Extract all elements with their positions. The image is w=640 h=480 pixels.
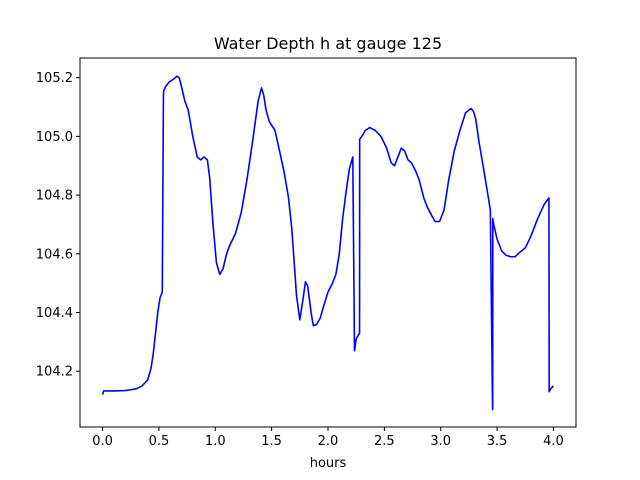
x-tick-label: 2.5 [374, 434, 395, 449]
y-tick-label: 105.0 [36, 130, 73, 145]
x-tick-label: 1.5 [261, 434, 282, 449]
y-tick-label: 105.2 [36, 71, 73, 86]
x-tick-label: 1.0 [205, 434, 226, 449]
y-tick-label: 104.4 [36, 306, 73, 321]
x-tick-label: 0.0 [92, 434, 113, 449]
x-axis-ticks: 0.0 0.5 1.0 1.5 2.0 2.5 3.0 3.5 4.0 [92, 427, 564, 449]
x-tick-label: 0.5 [149, 434, 170, 449]
x-axis-label: hours [310, 456, 347, 471]
x-tick-label: 3.5 [487, 434, 508, 449]
chart-title: Water Depth h at gauge 125 [214, 34, 442, 53]
x-tick-label: 3.0 [430, 434, 451, 449]
y-tick-label: 104.6 [36, 247, 73, 262]
y-axis-ticks: 104.2 104.4 104.6 104.8 105.0 105.2 [36, 71, 80, 380]
x-tick-label: 4.0 [543, 434, 564, 449]
x-tick-label: 2.0 [318, 434, 339, 449]
plot-frame [79, 57, 577, 428]
series-line-0 [101, 75, 555, 411]
y-tick-label: 104.2 [36, 365, 73, 380]
plot-area [101, 75, 555, 411]
y-tick-label: 104.8 [36, 189, 73, 204]
